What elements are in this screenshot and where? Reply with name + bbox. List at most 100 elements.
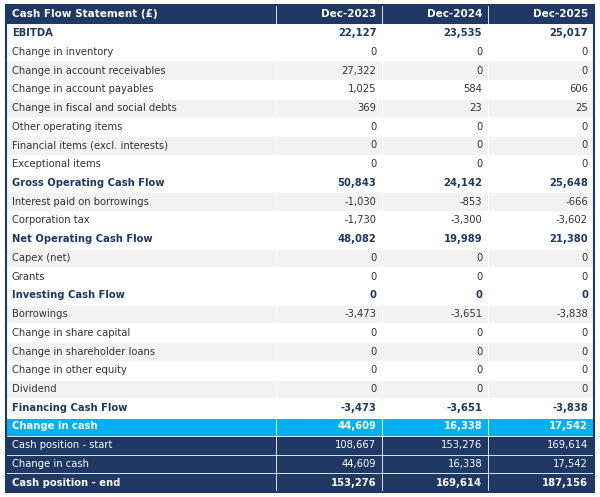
Bar <box>6 192 277 211</box>
Text: 0: 0 <box>475 290 482 300</box>
Bar <box>277 267 382 286</box>
Bar <box>277 98 382 117</box>
Bar <box>382 5 488 24</box>
Bar <box>382 173 488 192</box>
Text: 0: 0 <box>476 122 482 132</box>
Text: Cash position - end: Cash position - end <box>12 478 121 488</box>
Text: Change in shareholder loans: Change in shareholder loans <box>12 346 155 356</box>
Text: Exceptional items: Exceptional items <box>12 159 101 169</box>
Text: Dec-2025: Dec-2025 <box>533 9 588 19</box>
Bar <box>488 473 594 492</box>
Text: Change in cash: Change in cash <box>12 459 89 469</box>
Bar <box>382 342 488 361</box>
Text: -853: -853 <box>460 197 482 207</box>
Text: -3,651: -3,651 <box>450 309 482 319</box>
Bar <box>6 267 277 286</box>
Text: Dec-2024: Dec-2024 <box>427 9 482 19</box>
Bar <box>382 399 488 417</box>
Text: Cash Flow Statement (£): Cash Flow Statement (£) <box>12 9 158 19</box>
Text: 16,338: 16,338 <box>448 459 482 469</box>
Bar <box>488 455 594 473</box>
Text: 369: 369 <box>358 103 376 113</box>
Text: -1,030: -1,030 <box>344 197 376 207</box>
Text: Borrowings: Borrowings <box>12 309 68 319</box>
Bar <box>488 211 594 230</box>
Text: 25,017: 25,017 <box>550 28 588 38</box>
Text: 0: 0 <box>370 47 376 57</box>
Bar <box>277 42 382 61</box>
Bar <box>277 248 382 267</box>
Bar <box>382 155 488 173</box>
Bar <box>6 473 277 492</box>
Text: Capex (net): Capex (net) <box>12 253 70 263</box>
Bar <box>382 380 488 399</box>
Bar <box>488 417 594 436</box>
Text: 17,542: 17,542 <box>553 459 588 469</box>
Bar <box>6 342 277 361</box>
Bar <box>488 248 594 267</box>
Text: 1,025: 1,025 <box>348 84 376 94</box>
Bar <box>277 173 382 192</box>
Bar <box>6 324 277 342</box>
Bar <box>6 211 277 230</box>
Text: 153,276: 153,276 <box>441 440 482 450</box>
Text: Change in account receivables: Change in account receivables <box>12 66 166 76</box>
Bar <box>488 80 594 98</box>
Text: EBITDA: EBITDA <box>12 28 53 38</box>
Text: -3,300: -3,300 <box>451 215 482 226</box>
Text: Dec-2023: Dec-2023 <box>321 9 376 19</box>
Text: 0: 0 <box>476 365 482 375</box>
Bar <box>277 192 382 211</box>
Text: Change in account payables: Change in account payables <box>12 84 154 94</box>
Bar <box>382 230 488 248</box>
Bar <box>277 61 382 80</box>
Text: 0: 0 <box>476 253 482 263</box>
Text: -3,838: -3,838 <box>556 309 588 319</box>
Bar <box>6 173 277 192</box>
Bar <box>382 286 488 305</box>
Text: Dividend: Dividend <box>12 384 56 394</box>
Bar <box>382 136 488 155</box>
Bar <box>277 436 382 455</box>
Bar <box>382 24 488 42</box>
Text: 19,989: 19,989 <box>443 234 482 244</box>
Bar <box>382 98 488 117</box>
Text: 0: 0 <box>582 328 588 338</box>
Bar <box>488 24 594 42</box>
Text: 169,614: 169,614 <box>436 478 482 488</box>
Text: Change in other equity: Change in other equity <box>12 365 127 375</box>
Text: Change in cash: Change in cash <box>12 421 98 431</box>
Text: -1,730: -1,730 <box>344 215 376 226</box>
Text: 22,127: 22,127 <box>338 28 376 38</box>
Bar <box>6 248 277 267</box>
Bar <box>382 61 488 80</box>
Bar <box>6 417 277 436</box>
Bar <box>488 305 594 324</box>
Text: 23: 23 <box>470 103 482 113</box>
Text: Change in share capital: Change in share capital <box>12 328 130 338</box>
Text: 0: 0 <box>581 290 588 300</box>
Text: 0: 0 <box>370 159 376 169</box>
Text: -3,473: -3,473 <box>341 403 376 413</box>
Text: 0: 0 <box>370 122 376 132</box>
Text: 584: 584 <box>463 84 482 94</box>
Text: 21,380: 21,380 <box>550 234 588 244</box>
Text: 0: 0 <box>582 365 588 375</box>
Text: Financial items (excl. interests): Financial items (excl. interests) <box>12 141 168 151</box>
Bar <box>488 5 594 24</box>
Bar <box>6 305 277 324</box>
Bar <box>488 230 594 248</box>
Text: 16,338: 16,338 <box>443 421 482 431</box>
Bar <box>277 155 382 173</box>
Bar <box>6 286 277 305</box>
Bar <box>6 455 277 473</box>
Bar <box>6 361 277 380</box>
Bar <box>6 436 277 455</box>
Bar <box>382 192 488 211</box>
Text: 0: 0 <box>476 384 482 394</box>
Text: Investing Cash Flow: Investing Cash Flow <box>12 290 125 300</box>
Bar <box>488 342 594 361</box>
Text: -3,651: -3,651 <box>446 403 482 413</box>
Bar <box>382 248 488 267</box>
Text: 44,609: 44,609 <box>337 421 376 431</box>
